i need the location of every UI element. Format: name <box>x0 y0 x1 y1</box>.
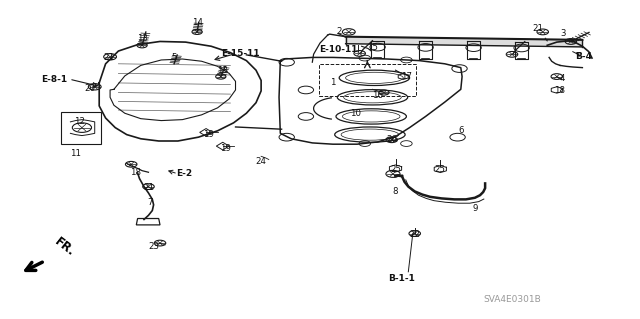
Text: 19: 19 <box>203 130 213 139</box>
Text: 21: 21 <box>532 24 543 33</box>
Text: 13: 13 <box>217 66 228 75</box>
Text: E-15-11: E-15-11 <box>221 49 259 58</box>
Text: B-1-1: B-1-1 <box>388 274 415 283</box>
Text: E-2: E-2 <box>176 169 193 178</box>
Text: 13: 13 <box>136 34 148 43</box>
Text: 23: 23 <box>148 242 159 251</box>
Text: 15: 15 <box>367 43 378 52</box>
Text: 16: 16 <box>372 91 383 100</box>
Text: 25: 25 <box>435 165 446 174</box>
Text: 6: 6 <box>458 126 463 135</box>
Text: E-10-11: E-10-11 <box>319 45 357 54</box>
Text: 18: 18 <box>130 168 141 177</box>
Text: 12: 12 <box>74 117 86 126</box>
Text: 19: 19 <box>220 144 230 153</box>
Text: 22: 22 <box>409 230 420 239</box>
Text: FR.: FR. <box>52 235 78 259</box>
Text: 1: 1 <box>330 78 335 87</box>
Text: 7: 7 <box>148 198 153 207</box>
Text: 11: 11 <box>70 149 81 158</box>
Text: 10: 10 <box>349 109 361 118</box>
Text: 8: 8 <box>393 187 398 196</box>
Text: 9: 9 <box>472 204 477 213</box>
Text: 20: 20 <box>84 84 95 93</box>
Text: 25: 25 <box>390 165 401 174</box>
Text: 18: 18 <box>554 86 566 95</box>
Text: 21: 21 <box>143 183 155 192</box>
Text: 21: 21 <box>103 53 115 62</box>
Text: 5: 5 <box>172 53 177 62</box>
Text: B-4: B-4 <box>575 52 592 61</box>
Polygon shape <box>346 37 582 47</box>
Text: SVA4E0301B: SVA4E0301B <box>483 295 541 304</box>
Text: 3: 3 <box>561 29 566 38</box>
Text: 17: 17 <box>401 72 412 81</box>
Text: 14: 14 <box>191 18 203 27</box>
Text: E-8-1: E-8-1 <box>42 75 67 84</box>
Text: 2: 2 <box>337 27 342 36</box>
Text: 24: 24 <box>255 157 267 166</box>
Text: 4: 4 <box>559 74 564 83</box>
Text: 26: 26 <box>386 135 397 144</box>
